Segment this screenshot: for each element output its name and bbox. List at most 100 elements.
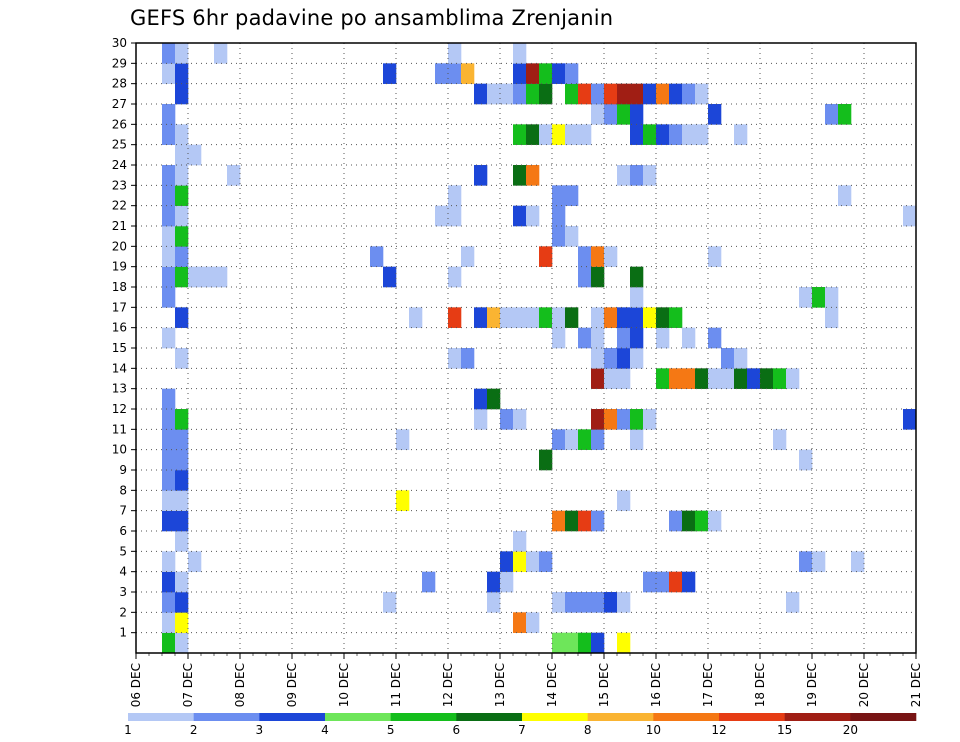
heatmap-cell xyxy=(526,165,540,186)
heatmap-cell xyxy=(838,185,852,206)
heatmap-cell xyxy=(162,409,176,430)
x-tick-label: 09 DEC xyxy=(285,663,299,707)
heatmap-cell xyxy=(617,409,631,430)
heatmap-cell xyxy=(500,571,514,593)
heatmap-cell xyxy=(734,348,748,369)
heatmap-cell xyxy=(851,551,865,572)
x-tick-label: 20 DEC xyxy=(857,663,871,707)
heatmap-cell xyxy=(162,165,176,186)
heatmap-cell xyxy=(526,307,540,328)
heatmap-cell xyxy=(591,307,605,328)
heatmap-cell xyxy=(578,266,592,288)
colorbar-swatch xyxy=(719,713,785,721)
heatmap-cell xyxy=(175,632,189,654)
heatmap-cell xyxy=(396,429,410,450)
colorbar-label: 7 xyxy=(518,723,526,737)
x-tick-label: 14 DEC xyxy=(545,663,559,707)
heatmap-cell xyxy=(578,124,592,145)
heatmap-cell xyxy=(682,83,696,105)
heatmap-cell xyxy=(734,124,748,145)
heatmap-cell xyxy=(812,551,826,572)
y-tick-label: 23 xyxy=(112,178,127,192)
heatmap-cell xyxy=(487,83,501,105)
heatmap-cell xyxy=(188,266,202,288)
heatmap-cell xyxy=(565,83,579,105)
heatmap-cell xyxy=(448,205,462,227)
heatmap-cell xyxy=(643,409,657,430)
heatmap-cell xyxy=(565,63,579,84)
colorbar-swatch xyxy=(390,713,457,721)
heatmap-cell xyxy=(461,63,475,84)
heatmap-cell xyxy=(513,83,527,105)
heatmap-cell xyxy=(643,124,657,145)
x-tick-label: 08 DEC xyxy=(233,663,247,707)
heatmap-cell xyxy=(825,287,839,308)
heatmap-cell xyxy=(448,43,462,64)
heatmap-cell xyxy=(578,429,592,450)
heatmap-cell xyxy=(175,185,189,206)
y-tick-label: 13 xyxy=(112,382,127,396)
heatmap-cell xyxy=(643,571,657,593)
heatmap-cell xyxy=(474,409,488,430)
y-tick-label: 22 xyxy=(112,199,127,213)
heatmap-cell xyxy=(552,592,566,613)
y-tick-label: 10 xyxy=(112,443,127,457)
x-tick-label: 21 DEC xyxy=(909,663,923,707)
heatmap-cell xyxy=(162,571,176,593)
heatmap-cell xyxy=(656,307,670,328)
heatmap-cell xyxy=(539,307,553,328)
heatmap-cell xyxy=(461,246,475,267)
heatmap-cell xyxy=(487,307,501,328)
heatmap-cell xyxy=(643,307,657,328)
heatmap-cell xyxy=(175,348,189,369)
y-tick-label: 19 xyxy=(112,260,127,274)
heatmap-cell xyxy=(162,205,176,227)
heatmap-cell xyxy=(162,612,176,633)
x-tick-label: 17 DEC xyxy=(701,663,715,707)
heatmap-cell xyxy=(162,632,176,654)
heatmap-cell xyxy=(448,63,462,84)
colorbar-swatch xyxy=(784,713,851,721)
heatmap-cell xyxy=(162,592,176,613)
heatmap-cell xyxy=(500,551,514,572)
heatmap-cell xyxy=(747,368,761,389)
heatmap-cell xyxy=(214,266,228,288)
heatmap-cell xyxy=(175,592,189,613)
heatmap-cell xyxy=(565,307,579,328)
heatmap-cell xyxy=(513,43,527,64)
heatmap-cell xyxy=(565,632,579,654)
heatmap-cell xyxy=(526,83,540,105)
heatmap-cell xyxy=(175,144,189,166)
colorbar-swatch xyxy=(259,713,326,721)
heatmap-cell xyxy=(617,165,631,186)
colorbar-label: 10 xyxy=(646,723,661,737)
heatmap-cell xyxy=(669,510,683,532)
heatmap-cell xyxy=(708,104,722,125)
heatmap-cell xyxy=(721,368,735,389)
heatmap-cell xyxy=(578,592,592,613)
heatmap-cell xyxy=(578,327,592,349)
heatmap-cell xyxy=(227,165,241,186)
heatmap-cell xyxy=(630,429,644,450)
heatmap-cell xyxy=(162,490,176,511)
colorbar-swatch xyxy=(850,713,917,721)
heatmap-cell xyxy=(695,510,709,532)
heatmap-cell xyxy=(617,83,631,105)
heatmap-cell xyxy=(682,327,696,349)
heatmap-cell xyxy=(552,226,566,247)
heatmap-cell xyxy=(383,266,397,288)
heatmap-cell xyxy=(682,571,696,593)
heatmap-cell xyxy=(448,266,462,288)
heatmap-cell xyxy=(435,63,449,84)
heatmap-cell xyxy=(539,83,553,105)
y-tick-label: 21 xyxy=(112,219,127,233)
heatmap-cell xyxy=(162,449,176,471)
heatmap-cell xyxy=(162,226,176,247)
heatmap-cell xyxy=(526,205,540,227)
heatmap-cell xyxy=(162,470,176,491)
heatmap-cell xyxy=(396,490,410,511)
heatmap-cell xyxy=(526,612,540,633)
heatmap-cell xyxy=(552,124,566,145)
heatmap-cell xyxy=(708,246,722,267)
heatmap-cell xyxy=(175,531,189,552)
